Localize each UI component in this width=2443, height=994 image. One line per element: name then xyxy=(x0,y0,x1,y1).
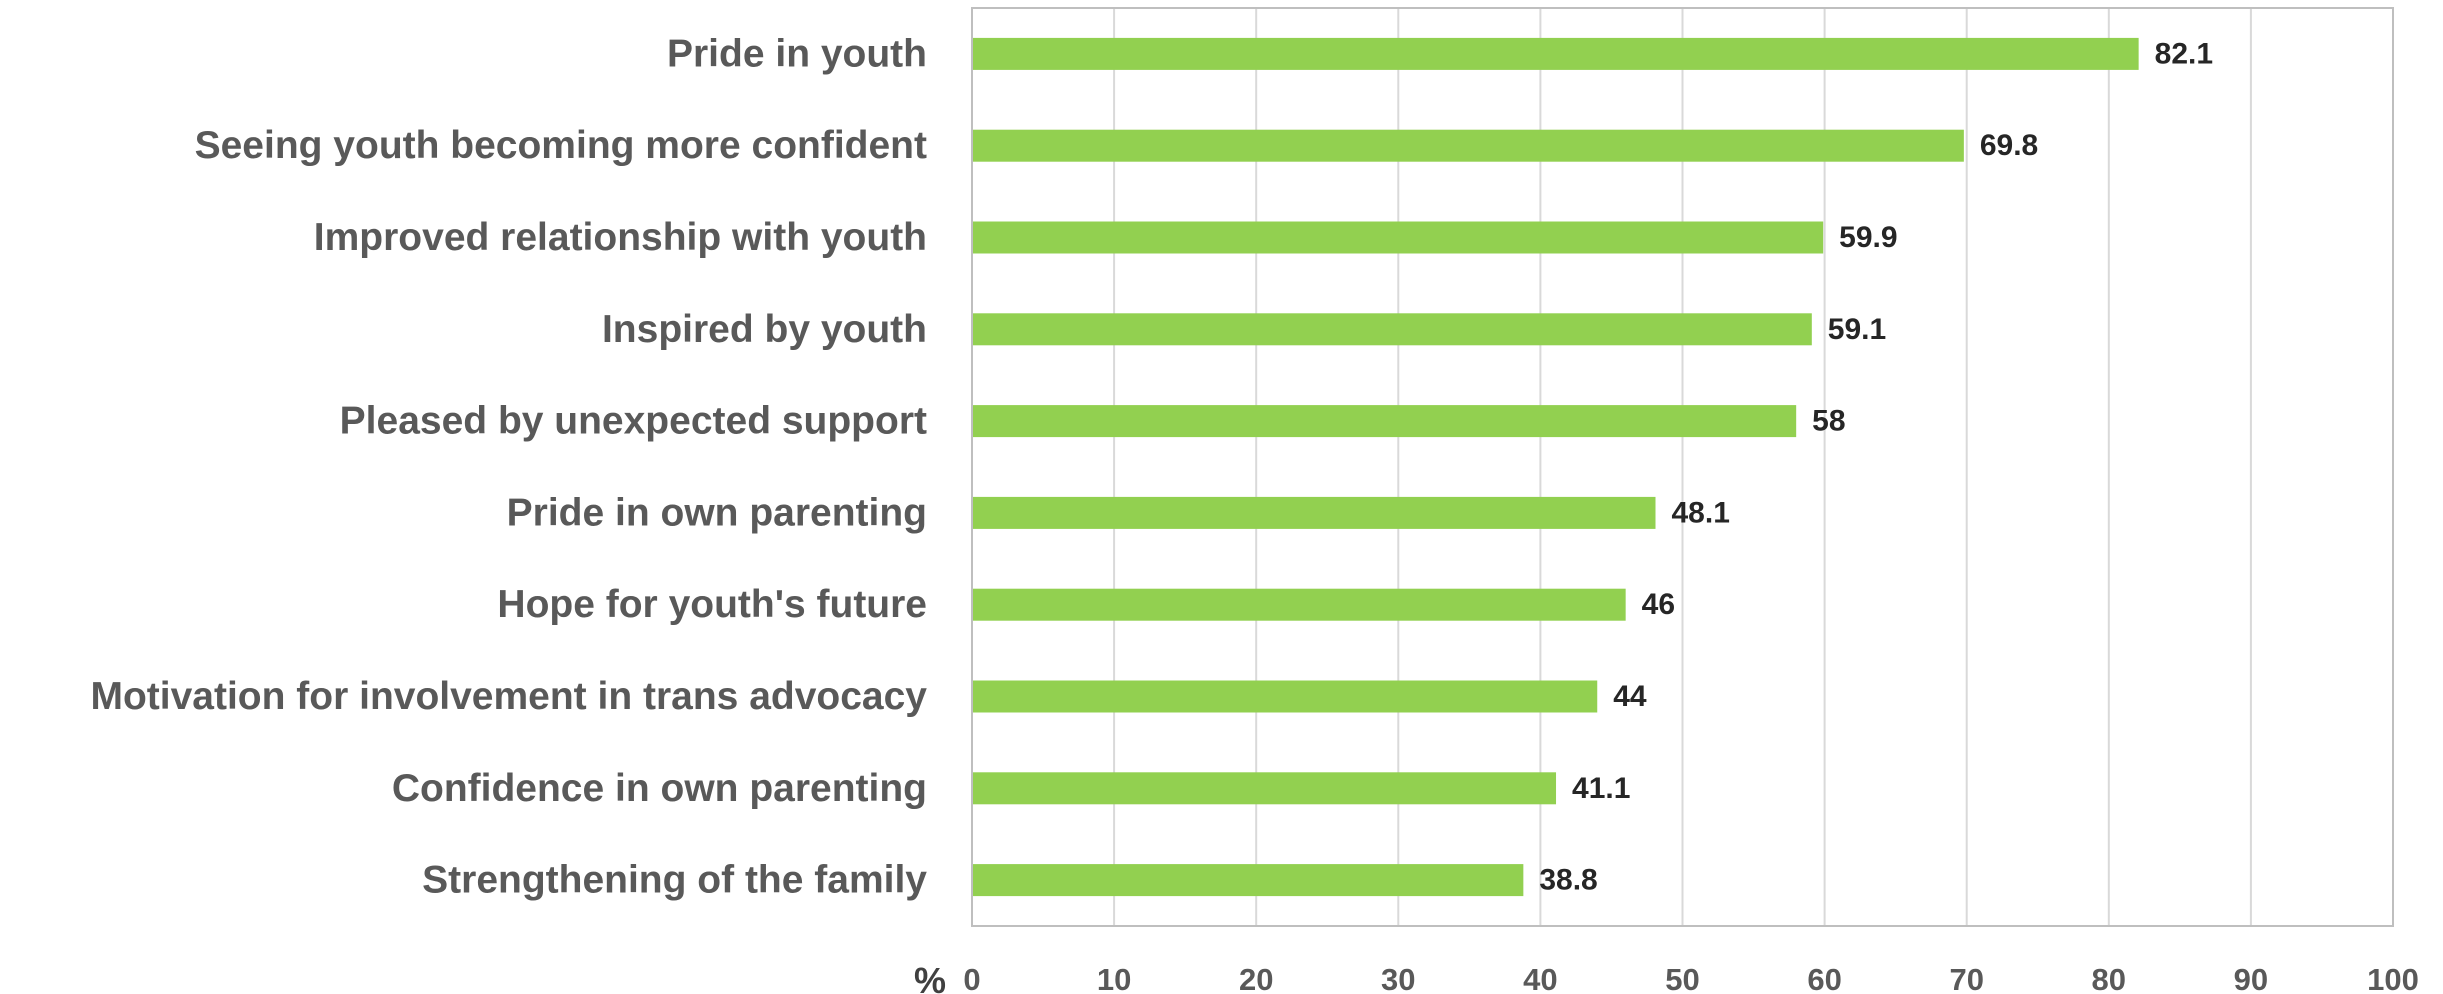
x-tick-label: 30 xyxy=(1381,962,1415,994)
bar xyxy=(972,37,2139,70)
x-tick-label: 20 xyxy=(1239,962,1273,994)
x-axis-ticks: 0 10 20 30 40 50 60 70 80 90 100 xyxy=(963,962,2418,994)
bar xyxy=(972,313,1812,346)
x-tick-label: 50 xyxy=(1665,962,1699,994)
category-label: Hope for youth's future xyxy=(497,583,927,626)
x-tick-label: 60 xyxy=(1807,962,1841,994)
x-axis-unit-label: % xyxy=(914,960,946,994)
data-label: 46 xyxy=(1642,588,1675,621)
bars xyxy=(972,37,2139,897)
category-labels: Pride in youth Seeing youth becoming more… xyxy=(90,32,927,901)
x-tick-label: 10 xyxy=(1097,962,1131,994)
data-label: 48.1 xyxy=(1672,496,1730,529)
data-label: 59.9 xyxy=(1839,221,1897,254)
x-tick-label: 100 xyxy=(2367,962,2419,994)
data-label: 82.1 xyxy=(2155,37,2213,70)
bar xyxy=(972,129,1964,162)
bar xyxy=(972,405,1797,438)
category-label: Seeing youth becoming more confident xyxy=(195,124,927,167)
category-label: Inspired by youth xyxy=(602,308,927,351)
x-tick-label: 90 xyxy=(2234,962,2268,994)
x-tick-label: 40 xyxy=(1523,962,1557,994)
bar xyxy=(972,680,1598,713)
data-label: 41.1 xyxy=(1572,772,1630,805)
x-tick-label: 80 xyxy=(2092,962,2126,994)
x-tick-label: 0 xyxy=(963,962,980,994)
bar xyxy=(972,496,1656,529)
category-label: Improved relationship with youth xyxy=(314,216,927,259)
category-label: Motivation for involvement in trans advo… xyxy=(90,675,927,718)
bar xyxy=(972,864,1524,897)
category-label: Pride in youth xyxy=(667,32,927,75)
category-label: Confidence in own parenting xyxy=(392,767,927,810)
data-label: 44 xyxy=(1613,680,1647,713)
bar xyxy=(972,588,1626,621)
bar xyxy=(972,772,1557,805)
data-labels: 82.1 69.8 59.9 59.1 58 48.1 46 44 41.1 38.8 xyxy=(1539,37,2213,896)
category-label: Strengthening of the family xyxy=(422,859,927,902)
plot-frame xyxy=(971,7,2394,927)
data-label: 69.8 xyxy=(1980,129,2038,162)
data-label: 59.1 xyxy=(1828,313,1886,346)
category-label: Pride in own parenting xyxy=(507,491,927,534)
category-label: Pleased by unexpected support xyxy=(340,400,927,443)
data-label: 38.8 xyxy=(1539,864,1597,897)
x-tick-label: 70 xyxy=(1949,962,1983,994)
bar xyxy=(972,221,1824,254)
data-label: 58 xyxy=(1812,405,1845,438)
